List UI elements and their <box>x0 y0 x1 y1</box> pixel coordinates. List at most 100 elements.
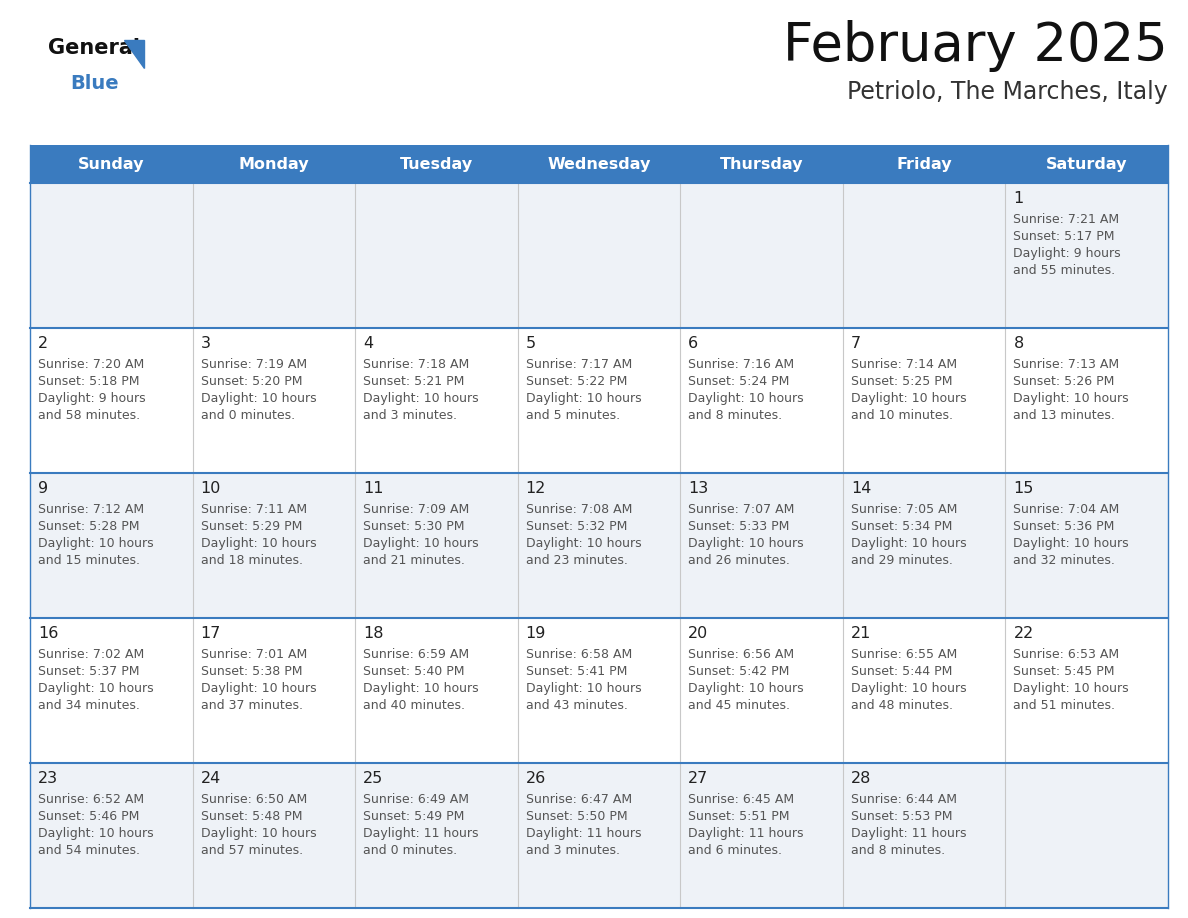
Text: Sunrise: 7:07 AM: Sunrise: 7:07 AM <box>688 503 795 516</box>
Text: Daylight: 10 hours: Daylight: 10 hours <box>851 392 967 405</box>
Bar <box>30 763 1168 908</box>
Text: and 29 minutes.: and 29 minutes. <box>851 554 953 567</box>
Text: and 13 minutes.: and 13 minutes. <box>1013 409 1116 422</box>
Text: Sunrise: 7:02 AM: Sunrise: 7:02 AM <box>38 648 144 661</box>
Text: Daylight: 10 hours: Daylight: 10 hours <box>688 682 804 695</box>
Bar <box>30 145 1168 183</box>
Text: Sunset: 5:38 PM: Sunset: 5:38 PM <box>201 665 302 678</box>
Text: 27: 27 <box>688 771 708 786</box>
Text: Sunrise: 7:20 AM: Sunrise: 7:20 AM <box>38 358 144 371</box>
Text: Sunrise: 7:16 AM: Sunrise: 7:16 AM <box>688 358 795 371</box>
Text: Sunrise: 6:50 AM: Sunrise: 6:50 AM <box>201 793 307 806</box>
Text: Sunset: 5:18 PM: Sunset: 5:18 PM <box>38 375 139 388</box>
Text: Friday: Friday <box>896 156 952 172</box>
Text: Daylight: 11 hours: Daylight: 11 hours <box>851 827 966 840</box>
Text: and 8 minutes.: and 8 minutes. <box>688 409 783 422</box>
Text: and 23 minutes.: and 23 minutes. <box>526 554 627 567</box>
Text: 8: 8 <box>1013 336 1024 351</box>
Text: Daylight: 10 hours: Daylight: 10 hours <box>526 682 642 695</box>
Text: Daylight: 10 hours: Daylight: 10 hours <box>38 682 153 695</box>
Text: Sunset: 5:49 PM: Sunset: 5:49 PM <box>364 810 465 823</box>
Text: and 32 minutes.: and 32 minutes. <box>1013 554 1116 567</box>
Text: 3: 3 <box>201 336 210 351</box>
Text: Sunrise: 7:12 AM: Sunrise: 7:12 AM <box>38 503 144 516</box>
Text: Sunday: Sunday <box>78 156 145 172</box>
Text: Sunset: 5:51 PM: Sunset: 5:51 PM <box>688 810 790 823</box>
Text: Sunset: 5:48 PM: Sunset: 5:48 PM <box>201 810 302 823</box>
Text: Daylight: 10 hours: Daylight: 10 hours <box>201 827 316 840</box>
Text: Sunset: 5:40 PM: Sunset: 5:40 PM <box>364 665 465 678</box>
Bar <box>30 618 1168 763</box>
Text: Daylight: 10 hours: Daylight: 10 hours <box>201 682 316 695</box>
Text: Daylight: 10 hours: Daylight: 10 hours <box>851 537 967 550</box>
Text: and 18 minutes.: and 18 minutes. <box>201 554 303 567</box>
Polygon shape <box>124 40 144 68</box>
Text: Sunset: 5:50 PM: Sunset: 5:50 PM <box>526 810 627 823</box>
Text: Sunrise: 6:45 AM: Sunrise: 6:45 AM <box>688 793 795 806</box>
Text: and 8 minutes.: and 8 minutes. <box>851 844 944 857</box>
Text: Sunset: 5:42 PM: Sunset: 5:42 PM <box>688 665 790 678</box>
Text: and 6 minutes.: and 6 minutes. <box>688 844 782 857</box>
Text: 16: 16 <box>38 626 58 641</box>
Text: Sunset: 5:44 PM: Sunset: 5:44 PM <box>851 665 953 678</box>
Text: Sunrise: 6:56 AM: Sunrise: 6:56 AM <box>688 648 795 661</box>
Text: 28: 28 <box>851 771 871 786</box>
Text: Sunset: 5:24 PM: Sunset: 5:24 PM <box>688 375 790 388</box>
Text: Daylight: 10 hours: Daylight: 10 hours <box>364 392 479 405</box>
Text: February 2025: February 2025 <box>783 20 1168 72</box>
Text: 21: 21 <box>851 626 871 641</box>
Text: and 3 minutes.: and 3 minutes. <box>364 409 457 422</box>
Text: Sunrise: 6:49 AM: Sunrise: 6:49 AM <box>364 793 469 806</box>
Text: Sunrise: 6:52 AM: Sunrise: 6:52 AM <box>38 793 144 806</box>
Text: Sunrise: 7:05 AM: Sunrise: 7:05 AM <box>851 503 958 516</box>
Text: and 34 minutes.: and 34 minutes. <box>38 699 140 712</box>
Text: Sunrise: 6:44 AM: Sunrise: 6:44 AM <box>851 793 956 806</box>
Text: Sunset: 5:28 PM: Sunset: 5:28 PM <box>38 520 139 533</box>
Text: Sunset: 5:33 PM: Sunset: 5:33 PM <box>688 520 790 533</box>
Text: 24: 24 <box>201 771 221 786</box>
Text: Daylight: 10 hours: Daylight: 10 hours <box>851 682 967 695</box>
Text: Daylight: 10 hours: Daylight: 10 hours <box>201 392 316 405</box>
Text: Daylight: 10 hours: Daylight: 10 hours <box>526 537 642 550</box>
Text: Sunset: 5:29 PM: Sunset: 5:29 PM <box>201 520 302 533</box>
Text: Daylight: 10 hours: Daylight: 10 hours <box>364 682 479 695</box>
Bar <box>30 473 1168 618</box>
Text: Blue: Blue <box>70 74 119 93</box>
Text: Sunrise: 7:18 AM: Sunrise: 7:18 AM <box>364 358 469 371</box>
Text: Sunset: 5:36 PM: Sunset: 5:36 PM <box>1013 520 1114 533</box>
Text: and 58 minutes.: and 58 minutes. <box>38 409 140 422</box>
Text: Sunset: 5:26 PM: Sunset: 5:26 PM <box>1013 375 1114 388</box>
Bar <box>30 328 1168 473</box>
Text: Sunset: 5:41 PM: Sunset: 5:41 PM <box>526 665 627 678</box>
Text: and 37 minutes.: and 37 minutes. <box>201 699 303 712</box>
Text: 17: 17 <box>201 626 221 641</box>
Text: Sunset: 5:22 PM: Sunset: 5:22 PM <box>526 375 627 388</box>
Text: 5: 5 <box>526 336 536 351</box>
Text: 12: 12 <box>526 481 546 496</box>
Text: 25: 25 <box>364 771 384 786</box>
Text: 9: 9 <box>38 481 49 496</box>
Text: and 57 minutes.: and 57 minutes. <box>201 844 303 857</box>
Text: General: General <box>48 38 140 58</box>
Text: and 0 minutes.: and 0 minutes. <box>364 844 457 857</box>
Text: and 40 minutes.: and 40 minutes. <box>364 699 466 712</box>
Text: Daylight: 10 hours: Daylight: 10 hours <box>1013 537 1129 550</box>
Text: and 21 minutes.: and 21 minutes. <box>364 554 465 567</box>
Text: 10: 10 <box>201 481 221 496</box>
Text: Daylight: 10 hours: Daylight: 10 hours <box>526 392 642 405</box>
Text: Sunrise: 6:47 AM: Sunrise: 6:47 AM <box>526 793 632 806</box>
Text: Daylight: 10 hours: Daylight: 10 hours <box>201 537 316 550</box>
Text: Sunrise: 6:58 AM: Sunrise: 6:58 AM <box>526 648 632 661</box>
Text: Sunset: 5:37 PM: Sunset: 5:37 PM <box>38 665 139 678</box>
Text: Daylight: 10 hours: Daylight: 10 hours <box>688 537 804 550</box>
Text: and 10 minutes.: and 10 minutes. <box>851 409 953 422</box>
Text: and 45 minutes.: and 45 minutes. <box>688 699 790 712</box>
Text: Daylight: 11 hours: Daylight: 11 hours <box>364 827 479 840</box>
Text: Sunset: 5:32 PM: Sunset: 5:32 PM <box>526 520 627 533</box>
Text: 22: 22 <box>1013 626 1034 641</box>
Text: 6: 6 <box>688 336 699 351</box>
Text: Sunset: 5:45 PM: Sunset: 5:45 PM <box>1013 665 1114 678</box>
Text: Sunrise: 7:14 AM: Sunrise: 7:14 AM <box>851 358 958 371</box>
Text: Sunrise: 6:55 AM: Sunrise: 6:55 AM <box>851 648 958 661</box>
Text: 13: 13 <box>688 481 708 496</box>
